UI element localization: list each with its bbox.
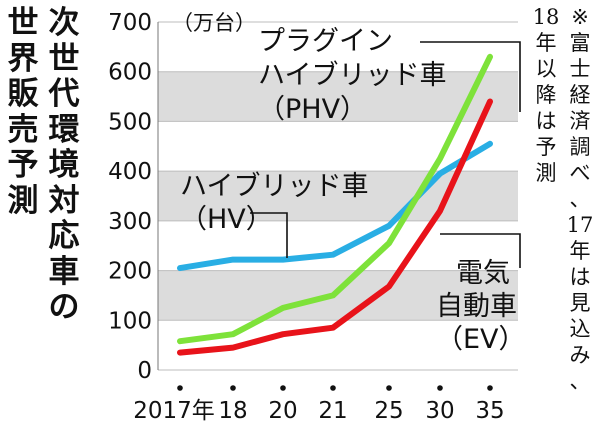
x-tick-dot: [230, 385, 236, 391]
x-tick-dot: [386, 385, 392, 391]
note-char: 済: [569, 109, 591, 133]
note-char: 込: [569, 317, 591, 341]
note-char: 年: [569, 239, 591, 263]
note-char: ※: [571, 5, 589, 29]
y-tick-label: 700: [108, 10, 152, 36]
note-char: 17: [566, 213, 594, 237]
series-label-leader: [420, 41, 521, 112]
series-label-leader: [440, 233, 521, 268]
note-char: 年: [535, 31, 557, 55]
series-line: [177, 140, 493, 272]
grid-band: [158, 171, 518, 221]
y-tick-label: 200: [108, 259, 152, 285]
note-char: 、: [569, 369, 591, 393]
title-char: 次: [48, 5, 80, 41]
note-char: 調: [569, 135, 591, 159]
y-tick-label: 500: [108, 109, 152, 135]
x-tick-dot: [280, 385, 286, 391]
title-char: 環: [48, 111, 80, 148]
title-char: 測: [7, 182, 39, 219]
series-label: ハイブリッド車: [180, 171, 368, 202]
x-tick-dot: [487, 385, 493, 391]
x-tick-label: 2017年: [133, 398, 215, 424]
y-tick-label: 0: [137, 358, 152, 384]
x-tick-label: 30: [425, 398, 454, 424]
note-char: は: [535, 109, 557, 133]
series-line: [177, 98, 493, 356]
note-char: 測: [535, 161, 557, 185]
y-tick-label: 400: [108, 159, 152, 185]
title-char: の: [48, 289, 80, 325]
note-char: 降: [535, 83, 557, 107]
title-char: 世: [7, 5, 39, 41]
note-char: は: [569, 265, 591, 289]
chart-title-col1: 次世代環境対応車の: [44, 5, 84, 326]
title-char: 販: [7, 76, 39, 112]
title-char: 代: [48, 76, 80, 112]
x-tick-dot: [177, 385, 183, 391]
series-label: （HV）: [180, 204, 273, 235]
note-char: 士: [569, 57, 591, 81]
title-char: 世: [48, 40, 80, 77]
chart-note-col1: ※ 富士経済調べ、 17 年は見込み、: [563, 4, 597, 394]
series-label: （PHV）: [258, 94, 367, 125]
series-label: ハイブリッド車: [258, 60, 446, 91]
note-char: 経: [569, 83, 591, 107]
note-char: 18: [532, 5, 560, 29]
note-char: 、: [569, 187, 591, 211]
title-char: 境: [48, 147, 80, 183]
chart-title-col2: 世界販売予測: [3, 5, 43, 219]
title-char: 応: [48, 218, 80, 254]
x-tick-label: 18: [218, 398, 247, 424]
series-label: 自動車: [436, 291, 517, 322]
grid-band: [158, 71, 518, 122]
x-tick-label: 35: [475, 398, 504, 424]
grid-band: [158, 270, 518, 321]
note-char: 富: [569, 31, 591, 55]
series-label: （EV）: [436, 324, 526, 355]
series-line: [177, 53, 493, 345]
x-tick-label: 20: [268, 398, 297, 424]
series-label: 電気: [456, 258, 510, 289]
chart-note-col2: 18 年以降は予測: [530, 4, 562, 186]
series-label: プラグイン: [258, 26, 393, 57]
title-char: 予: [7, 147, 39, 183]
note-char: べ: [569, 161, 591, 185]
y-axis-unit: （万台）: [172, 11, 256, 35]
title-char: 界: [7, 40, 39, 77]
x-tick-label: 21: [318, 398, 347, 424]
title-char: 車: [48, 253, 80, 290]
note-char: 見: [569, 291, 591, 315]
x-tick-label: 25: [374, 398, 403, 424]
x-tick-dot: [330, 385, 336, 391]
note-char: 予: [535, 135, 557, 159]
title-char: 売: [7, 111, 39, 148]
x-tick-dot: [437, 385, 443, 391]
title-char: 対: [48, 182, 80, 219]
series-label-leader: [250, 212, 288, 258]
y-tick-label: 600: [108, 60, 152, 86]
y-tick-label: 300: [108, 209, 152, 235]
note-char: み: [569, 343, 591, 367]
note-char: 以: [535, 57, 557, 81]
y-tick-label: 100: [108, 308, 152, 334]
